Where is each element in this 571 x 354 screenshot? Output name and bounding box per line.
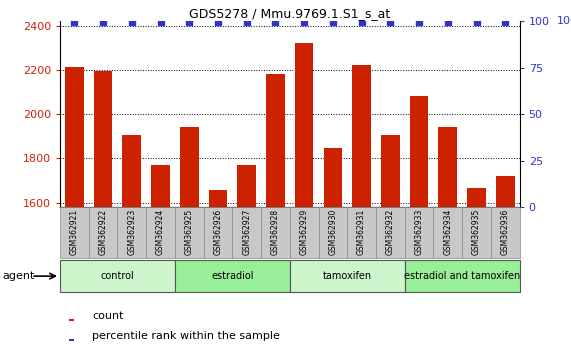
Text: estradiol and tamoxifen: estradiol and tamoxifen [404,271,520,281]
Text: GSM362931: GSM362931 [357,209,366,255]
Point [300,19,309,25]
Bar [324,148,342,207]
Point [70,19,79,25]
Bar [376,207,405,258]
Point [501,19,510,25]
Point [127,19,136,25]
Point [443,19,452,25]
Bar [175,207,204,258]
Bar [151,165,170,207]
Point [242,19,251,25]
Point [214,19,223,25]
Point [328,19,337,25]
Bar [381,135,400,207]
Bar [180,127,199,207]
Point [98,19,107,25]
Bar [462,207,491,258]
Bar [347,207,376,258]
Bar [405,260,520,292]
Text: GSM362923: GSM362923 [127,209,136,255]
Text: GSM362936: GSM362936 [501,209,510,255]
Bar [146,207,175,258]
Point [386,19,395,25]
Bar [175,260,290,292]
Text: GSM362932: GSM362932 [386,209,395,255]
Text: tamoxifen: tamoxifen [323,271,372,281]
Point [184,19,194,25]
Text: GSM362927: GSM362927 [242,209,251,255]
Bar [290,260,405,292]
Bar [204,207,232,258]
Bar [467,188,486,207]
Bar [261,207,289,258]
Bar [60,207,89,258]
Bar [122,135,141,207]
Text: GSM362921: GSM362921 [70,209,79,255]
Bar [89,207,118,258]
Text: GSM362928: GSM362928 [271,209,280,255]
Bar [290,207,319,258]
Text: GSM362922: GSM362922 [99,209,107,255]
Text: GSM362929: GSM362929 [300,209,309,255]
Bar [352,65,371,207]
Bar [319,207,347,258]
Bar [433,207,462,258]
Text: control: control [100,271,134,281]
Bar [60,260,175,292]
Text: GSM362924: GSM362924 [156,209,165,255]
Text: count: count [92,311,124,321]
Title: GDS5278 / Mmu.9769.1.S1_s_at: GDS5278 / Mmu.9769.1.S1_s_at [189,7,391,20]
Bar [69,339,74,341]
Point [271,19,280,25]
Bar [118,207,146,258]
Bar [94,71,112,207]
Text: GSM362934: GSM362934 [443,209,452,255]
Text: GSM362935: GSM362935 [472,209,481,255]
Point [357,19,366,25]
Text: 100%: 100% [556,16,571,26]
Bar [69,319,74,321]
Text: estradiol: estradiol [211,271,254,281]
Text: GSM362930: GSM362930 [328,209,337,255]
Text: GSM362925: GSM362925 [185,209,194,255]
Bar [405,207,433,258]
Text: GSM362926: GSM362926 [214,209,223,255]
Bar [496,176,514,207]
Point [472,19,481,25]
Bar [491,207,520,258]
Text: GSM362933: GSM362933 [415,209,424,255]
Point [156,19,165,25]
Bar [65,67,84,207]
Bar [295,44,313,207]
Bar [410,97,428,207]
Text: agent: agent [3,271,35,281]
Bar [232,207,261,258]
Point [415,19,424,25]
Bar [266,74,285,207]
Text: percentile rank within the sample: percentile rank within the sample [92,331,280,341]
Bar [439,127,457,207]
Bar [238,165,256,207]
Bar [208,190,227,207]
